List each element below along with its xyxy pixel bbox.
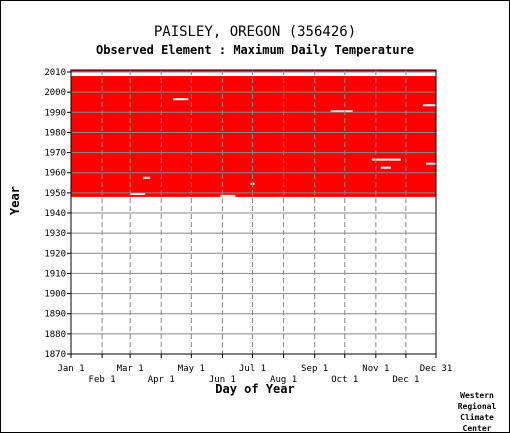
x-tick-label: Jun 1: [209, 375, 236, 385]
y-tick-label: 1880: [44, 330, 66, 340]
y-tick-label: 2000: [44, 88, 66, 98]
missing-data-gap: [143, 176, 151, 179]
y-tick-label: 1960: [44, 169, 66, 179]
x-tick-label: Jan 1: [57, 364, 84, 374]
y-axis-label: Year: [8, 186, 22, 215]
plot-border: [70, 69, 437, 355]
data-band: [71, 70, 436, 197]
y-tick-label: 2010: [44, 68, 66, 78]
y-tick-label: 1940: [44, 209, 66, 219]
x-tick-label: Oct 1: [331, 375, 358, 385]
x-tick-label: Aug 1: [270, 375, 297, 385]
x-tick-label: May 1: [178, 364, 205, 374]
credit-text: Western Regional Climate Center: [457, 391, 497, 433]
x-tick-label: Dec 31: [420, 364, 453, 374]
missing-data-gap: [220, 194, 236, 197]
x-tick-label: Mar 1: [117, 364, 144, 374]
y-tick-label: 1950: [44, 189, 66, 199]
x-tick-label: Sep 1: [301, 364, 328, 374]
chart-subtitle: Observed Element : Maximum Daily Tempera…: [96, 43, 414, 57]
missing-data-gap: [425, 162, 436, 165]
x-tick-label: Feb 1: [89, 375, 116, 385]
y-tick-label: 1890: [44, 310, 66, 320]
y-tick-label: 1900: [44, 290, 66, 300]
x-tick-label: Dec 1: [392, 375, 419, 385]
x-tick-label: Nov 1: [362, 364, 389, 374]
missing-data-gap: [330, 110, 353, 113]
x-tick-label: Jul 1: [239, 364, 266, 374]
chart-title: PAISLEY, OREGON (356426): [153, 24, 357, 40]
missing-data-gap: [130, 192, 146, 195]
missing-data-gap: [371, 158, 401, 161]
y-tick-label: 1910: [44, 269, 66, 279]
missing-data-gap: [422, 104, 436, 107]
missing-data-gap: [173, 98, 189, 101]
y-tick-label: 1990: [44, 108, 66, 118]
missing-data-gap: [380, 166, 391, 169]
y-tick-label: 1930: [44, 229, 66, 239]
y-tick-label: 1920: [44, 249, 66, 259]
y-tick-label: 1870: [44, 350, 66, 360]
y-tick-label: 1970: [44, 149, 66, 159]
x-tick-label: Apr 1: [148, 375, 175, 385]
y-tick-label: 1980: [44, 128, 66, 138]
missing-data-gap: [71, 72, 436, 77]
x-axis-label: Day of Year: [215, 382, 295, 396]
